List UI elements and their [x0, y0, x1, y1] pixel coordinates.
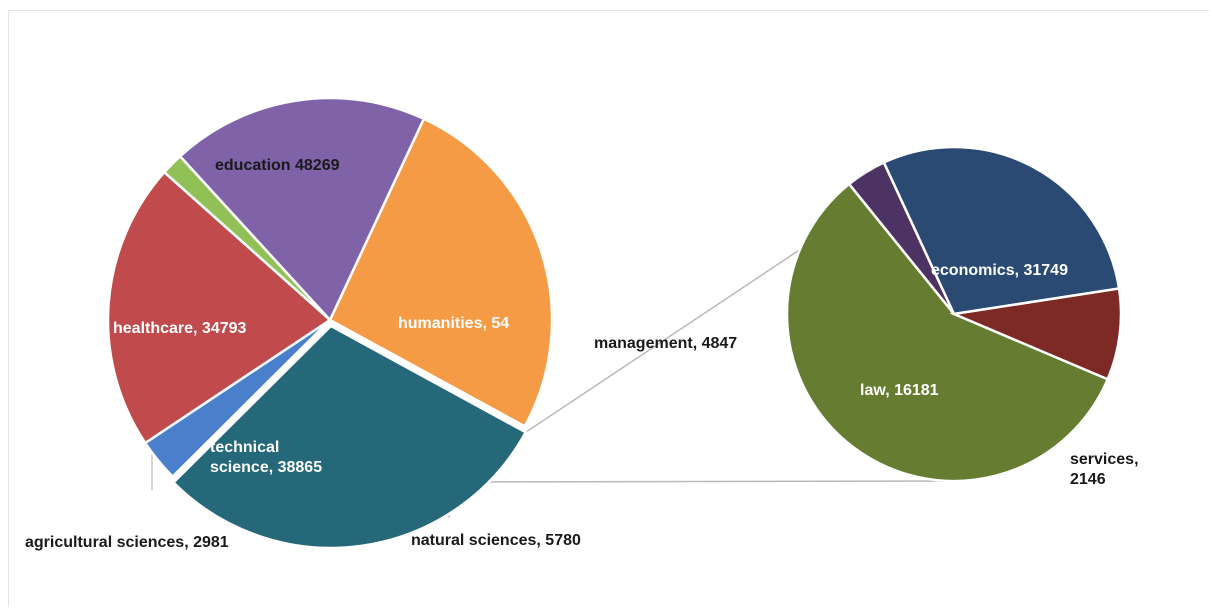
- main-pie: [106, 96, 554, 550]
- data-label-services-2146: services, 2146: [1070, 451, 1139, 488]
- secondary-slice-law-16181: [882, 145, 1121, 316]
- data-label-technical-science-38865: technical science, 38865: [210, 439, 322, 476]
- chart-frame: [8, 10, 1209, 607]
- secondary-slice-management-4847: [949, 287, 1123, 381]
- data-label-humanities-54: humanities, 54: [398, 315, 509, 332]
- main-slice-technical-science-38865: [106, 170, 333, 445]
- slice-labels: education 48269 humanities, 54 natural sci…: [25, 157, 1139, 551]
- main-slice-healthcare-34793: [178, 96, 426, 323]
- secondary-pie: [785, 145, 1123, 483]
- main-slice-humanities-54: [171, 324, 528, 550]
- data-label-economics-31749: economics, 31749: [931, 262, 1068, 279]
- data-label-law-16181: law, 16181: [860, 382, 939, 399]
- main-slice-education-48269: [328, 117, 554, 429]
- data-label-natural-sciences-5780: natural sciences, 5780: [411, 532, 581, 549]
- data-label-agricultural-sciences-2981: agricultural sciences, 2981: [25, 534, 229, 551]
- data-label-healthcare-34793: healthcare, 34793: [113, 320, 247, 337]
- secondary-slice-economics-31749: [785, 182, 1110, 483]
- data-label-education-48269: education 48269: [215, 157, 340, 174]
- data-label-management-4847: management, 4847: [594, 335, 737, 352]
